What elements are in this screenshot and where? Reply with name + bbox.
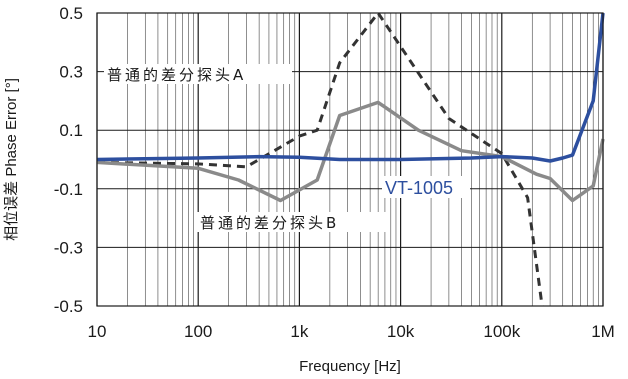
x-tick-label: 100k [483,322,520,341]
y-tick-label: 0.1 [59,121,83,140]
y-tick-label: -0.5 [54,297,83,316]
x-tick-label: 10k [387,322,415,341]
y-tick-label: 0.3 [59,63,83,82]
x-tick-labels: 10 100 1k 10k 100k 1M [88,322,615,341]
x-axis-label: Frequency [Hz] [299,358,401,375]
series-line [96,12,605,163]
series-layer [96,11,605,307]
y-tick-label: -0.1 [54,180,83,199]
annotation-bg [382,176,470,198]
x-tick-label: 1k [290,322,308,341]
series-line [96,100,605,203]
y-tick-labels: 0.5 0.3 0.1 -0.1 -0.3 -0.5 [54,4,83,316]
y-tick-label: 0.5 [59,4,83,23]
plot-frame [96,12,604,307]
x-tick-label: 1M [591,322,615,341]
series-annotation: 普通的差分探头B [200,214,339,232]
annotation-layer: 普通的差分探头A 普通的差分探头B VT-1005 [104,64,470,232]
annotation-bg [197,212,387,232]
annotation-bg [104,64,292,84]
series-annotation: VT-1005 [385,178,453,198]
x-tick-label: 100 [184,322,212,341]
series-annotation: 普通的差分探头A [107,66,246,84]
y-axis-label: 相位误差 Phase Error [°] [3,78,20,241]
x-tick-label: 10 [88,322,107,341]
series-line [96,11,544,307]
y-tick-label: -0.3 [54,238,83,257]
